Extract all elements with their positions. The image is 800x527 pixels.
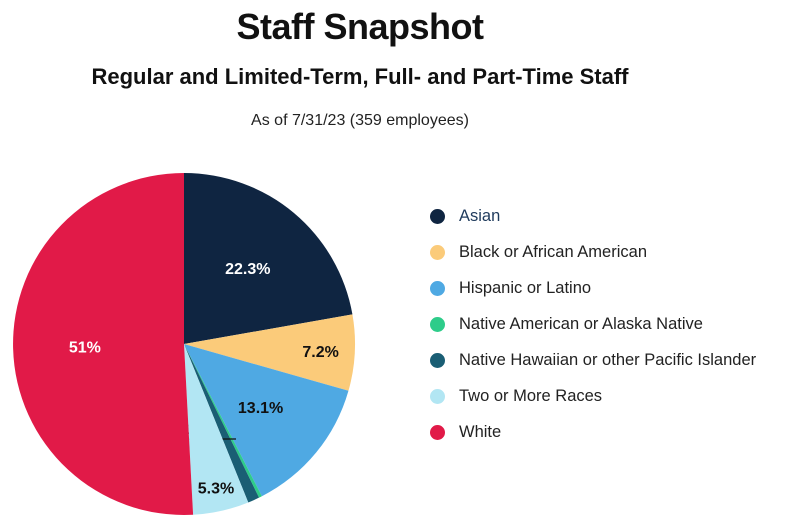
legend-item-white: White <box>430 414 756 450</box>
data-label-white: 51% <box>69 340 101 357</box>
pie-slice-native-hawaiian-or-other-pacific-islander <box>184 344 260 503</box>
legend-swatch <box>430 388 445 404</box>
legend-swatch <box>430 316 445 332</box>
legend-swatch <box>430 280 445 296</box>
data-label-asian: 22.3% <box>225 261 270 278</box>
legend-item-hispanic-or-latino: Hispanic or Latino <box>430 270 756 306</box>
legend-label: Two or More Races <box>459 386 603 405</box>
pie-slice-black-or-african-american <box>184 314 355 391</box>
legend-label: Black or African American <box>459 242 647 261</box>
legend-item-black-or-african-american: Black or African American <box>430 234 756 270</box>
pie-slice-hispanic-or-latino <box>184 344 349 497</box>
legend-label: Native Hawaiian or other Pacific Islande… <box>459 350 757 369</box>
pie-slice-asian <box>184 173 353 344</box>
legend-swatch <box>430 208 445 224</box>
legend-swatch <box>430 244 445 260</box>
data-label-hispanic-or-latino: 13.1% <box>238 400 283 417</box>
legend-swatch <box>430 352 445 368</box>
pie-slice-two-or-more-races <box>184 344 249 515</box>
legend-label: White <box>459 422 502 441</box>
chart-title: Staff Snapshot <box>236 6 484 47</box>
legend-label: Hispanic or Latino <box>459 278 592 297</box>
as-of-note: As of 7/31/23 (359 employees) <box>251 112 469 129</box>
pie-slice-native-american-or-alaska-native <box>184 344 262 498</box>
legend-swatch <box>430 424 445 440</box>
legend-item-asian: Asian <box>430 198 756 234</box>
legend-item-native-hawaiian-or-other-pacific-islander: Native Hawaiian or other Pacific Islande… <box>430 342 756 378</box>
legend-item-two-or-more-races: Two or More Races <box>430 378 756 414</box>
chart-legend: Asian Black or African American Hispanic o… <box>430 198 756 450</box>
legend-item-native-american-or-alaska-native: Native American or Alaska Native <box>430 306 756 342</box>
data-label-black-or-african-american: 7.2% <box>302 344 338 361</box>
legend-label: Native American or Alaska Native <box>459 314 703 333</box>
chart-subtitle: Regular and Limited-Term, Full- and Part… <box>91 64 629 89</box>
data-label-two-or-more-races: 5.3% <box>198 481 234 498</box>
legend-label: Asian <box>459 206 501 225</box>
pie-slice-white <box>13 173 194 515</box>
